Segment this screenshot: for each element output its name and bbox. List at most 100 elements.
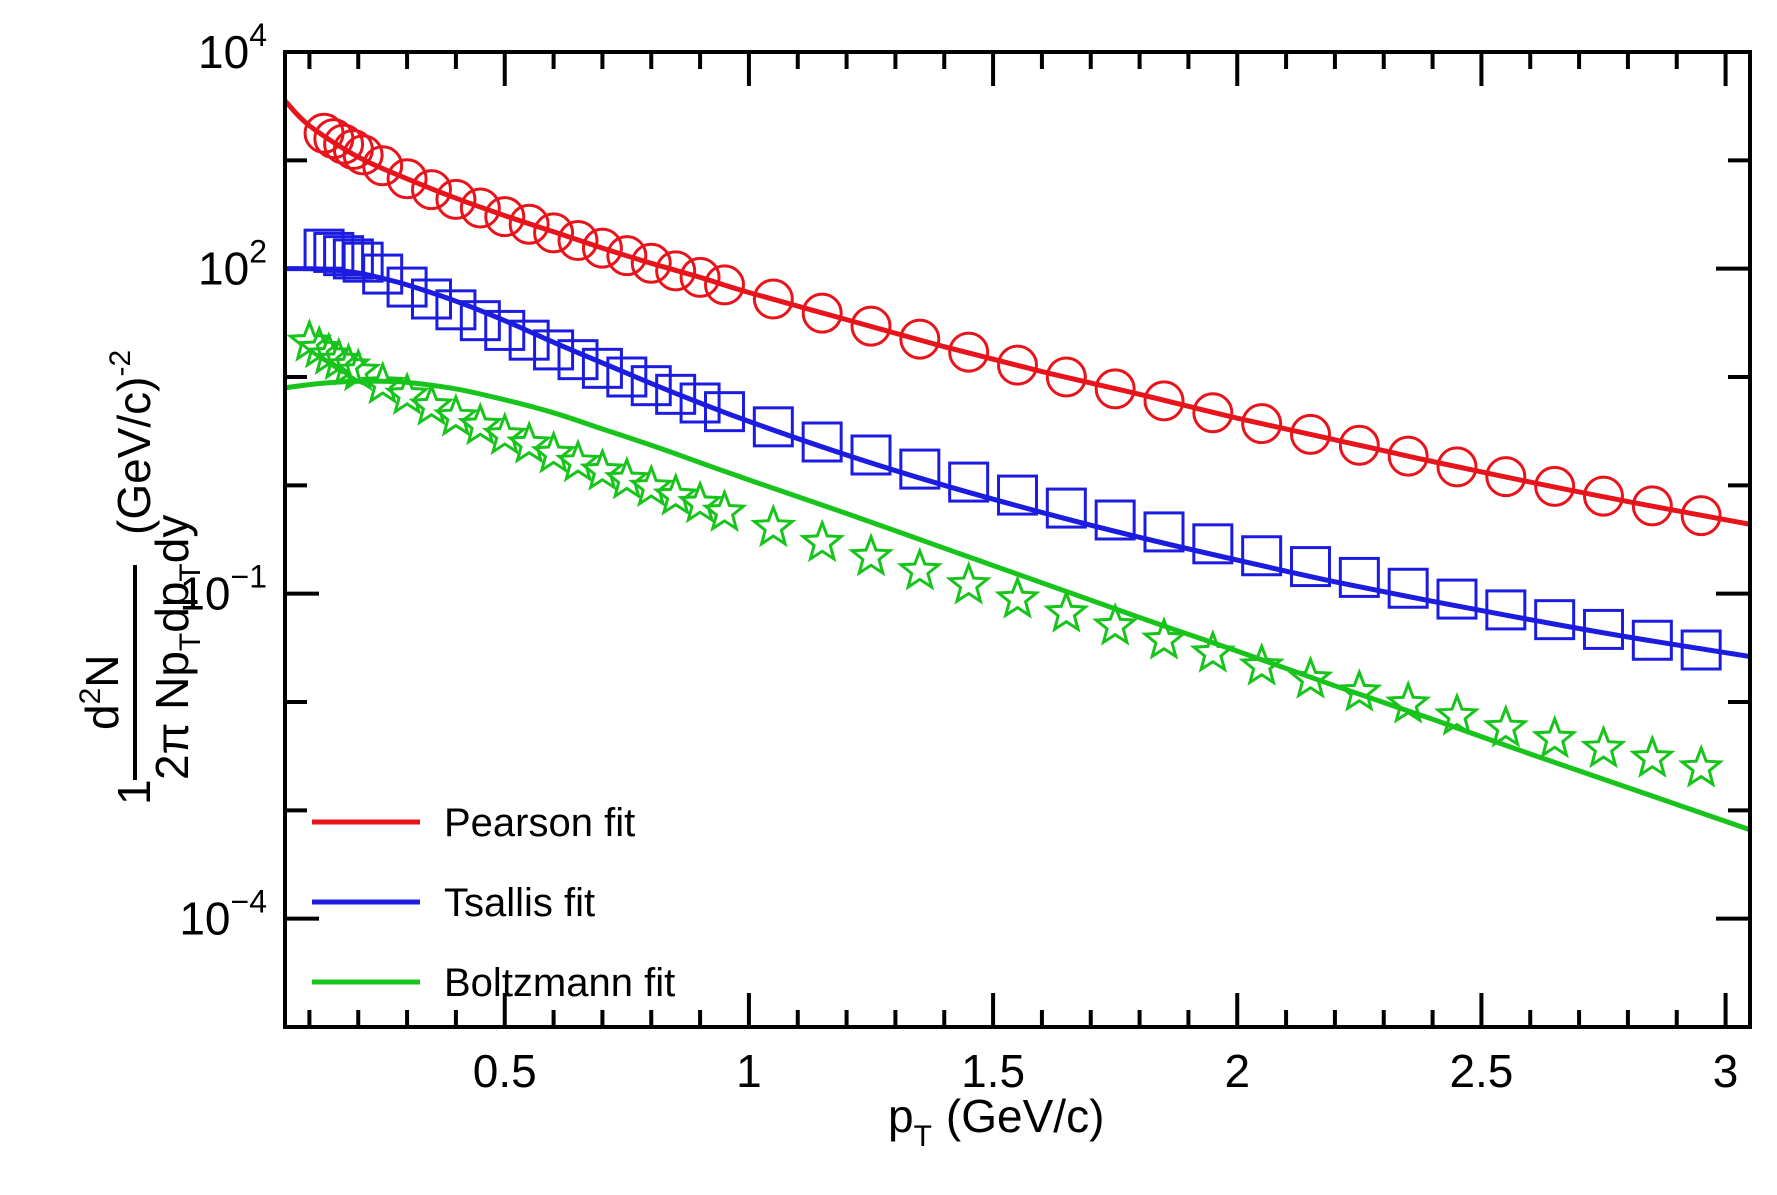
x-tick-label: 3	[1713, 1045, 1739, 1097]
data-point-star	[506, 419, 553, 464]
data-point-square	[1485, 589, 1527, 631]
data-point-square	[581, 347, 623, 389]
data-point-star	[530, 429, 577, 474]
data-point-circle	[1094, 368, 1136, 410]
legend-label: Boltzmann fit	[444, 961, 675, 1005]
data-point-square	[332, 238, 374, 280]
data-point-square	[1045, 487, 1087, 529]
data-point-star	[1189, 629, 1236, 673]
data-point-square	[411, 278, 452, 320]
data-point-circle	[606, 235, 648, 277]
data-point-circle	[581, 227, 623, 269]
fit-curves	[285, 98, 1750, 833]
data-point-square	[801, 421, 843, 463]
fit-curve-tsallis-fit	[285, 266, 1750, 659]
data-point-star	[579, 447, 626, 491]
data-point-star	[603, 455, 650, 500]
x-axis-title: pT (GeV/c)	[888, 1090, 1104, 1153]
data-point-circle	[655, 250, 697, 292]
tick-labels: 0.5 1 1.5 2 2.5 3 104 102 10−1 10−4	[179, 17, 1738, 1097]
data-point-star	[1287, 655, 1334, 699]
data-point-square	[655, 373, 697, 415]
data-point-square	[1094, 499, 1136, 541]
data-point-square	[1534, 599, 1576, 641]
data-point-star	[481, 411, 528, 456]
data-point-star	[994, 574, 1041, 619]
data-point-star	[677, 479, 724, 524]
data-point-square	[1241, 535, 1283, 577]
data-point-square	[533, 329, 575, 371]
data-point-circle	[342, 134, 384, 176]
data-point-star	[1531, 714, 1578, 759]
data-point-square	[1338, 556, 1380, 598]
data-point-square	[997, 474, 1038, 516]
data-point-star	[1092, 601, 1139, 646]
data-point-circle	[411, 169, 452, 211]
legend: Pearson fit Tsallis fit Boltzmann fit	[312, 801, 675, 1005]
data-point-circle	[704, 264, 745, 306]
data-point-circle	[1680, 495, 1722, 537]
data-point-square	[459, 300, 501, 342]
data-point-circle	[435, 178, 477, 220]
data-point-square	[1143, 511, 1185, 553]
data-point-circle	[508, 203, 550, 245]
data-point-square	[1192, 523, 1234, 565]
data-point-star	[1433, 691, 1481, 736]
data-point-circle	[386, 158, 428, 200]
y-tick-label: 102	[198, 234, 267, 295]
data-point-square	[679, 382, 721, 424]
y-title-units: (GeV/c)-2	[104, 350, 160, 535]
data-point-star	[847, 532, 895, 577]
fit-curve-boltzmann-fit	[285, 378, 1750, 833]
data-point-star	[1336, 668, 1383, 712]
data-point-circle	[459, 187, 501, 229]
data-point-square	[1680, 629, 1722, 671]
data-point-circle	[1485, 456, 1527, 498]
x-tick-label: 2.5	[1449, 1045, 1513, 1097]
data-point-star	[896, 546, 943, 591]
x-tick-label: 0.5	[473, 1045, 537, 1097]
data-point-star	[1385, 679, 1432, 724]
data-point-star	[750, 503, 797, 548]
data-point-square	[386, 266, 428, 308]
y-axis-title: 1 d2N 2π NpTdpTdy (GeV/c)-2	[74, 350, 207, 805]
data-markers	[286, 112, 1725, 788]
data-point-circle	[752, 278, 794, 320]
data-point-star	[628, 463, 675, 508]
data-point-star	[1043, 588, 1090, 633]
data-point-star	[945, 560, 992, 605]
data-point-star	[701, 488, 748, 533]
data-point-circle	[1631, 485, 1673, 527]
y-tick-label: 104	[198, 17, 267, 78]
data-point-square	[752, 406, 794, 448]
data-point-square	[557, 339, 599, 381]
data-point-square	[1387, 567, 1429, 609]
data-point-circle	[850, 305, 892, 347]
data-point-circle	[1143, 380, 1185, 422]
data-point-star	[457, 401, 504, 446]
data-point-circle	[362, 145, 404, 187]
data-point-star	[1678, 743, 1725, 788]
data-point-circle	[679, 256, 721, 298]
data-point-square	[1583, 608, 1624, 650]
data-point-square	[435, 289, 477, 331]
data-point-circle	[323, 123, 365, 165]
axes-ticks	[285, 52, 1750, 1027]
data-point-square	[899, 448, 941, 490]
data-point-square	[948, 461, 990, 503]
data-point-circle	[997, 344, 1038, 386]
legend-label: Pearson fit	[444, 801, 635, 845]
data-point-star	[652, 471, 699, 516]
data-point-star	[1238, 642, 1285, 686]
data-point-circle	[1436, 446, 1478, 488]
data-point-star	[1580, 724, 1627, 769]
data-point-circle	[1338, 424, 1380, 466]
data-point-star	[1629, 734, 1676, 778]
data-point-square	[704, 391, 745, 433]
data-point-star	[432, 392, 479, 437]
y-title-denominator: 2π NpTdpTdy	[146, 515, 207, 780]
data-point-star	[335, 347, 382, 392]
data-point-star	[359, 360, 406, 405]
data-point-circle	[557, 220, 599, 261]
